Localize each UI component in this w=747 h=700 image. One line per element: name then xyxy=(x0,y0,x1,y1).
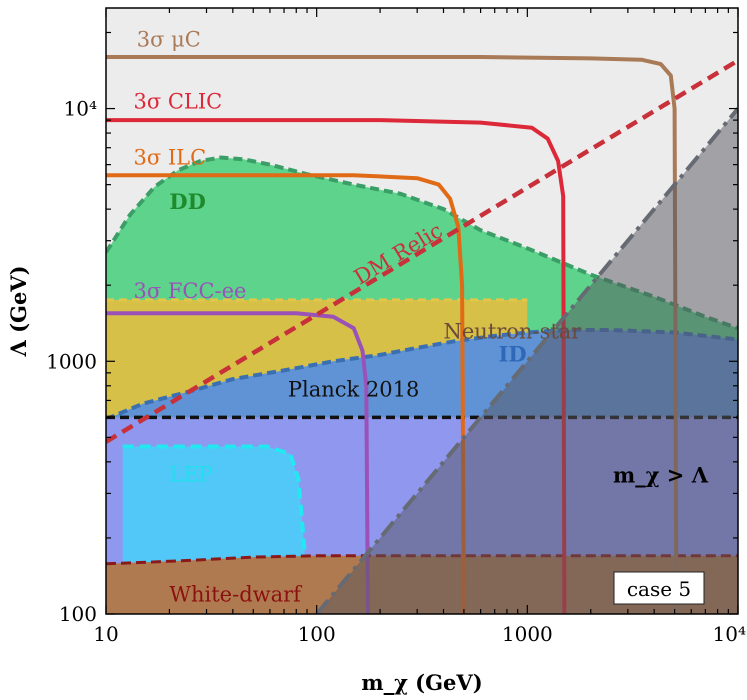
x-tick-label: 10⁴ xyxy=(713,622,746,646)
x-tick-label: 1000 xyxy=(502,622,553,646)
x-tick-label: 100 xyxy=(298,622,336,646)
curve-clic xyxy=(106,118,567,614)
region-lep xyxy=(122,446,312,563)
region-id-edge xyxy=(106,328,738,422)
label-3-clic: 3σ CLIC xyxy=(133,90,222,114)
y-tick-label: 10⁴ xyxy=(64,97,97,121)
annotation-box xyxy=(613,571,705,605)
curve-dm-relic xyxy=(106,58,738,444)
curve-fcc-ee xyxy=(106,311,370,614)
label-dd: DD xyxy=(169,189,205,214)
label-white-dwarf: White-dwarf xyxy=(169,583,303,607)
label-id: ID xyxy=(499,341,527,366)
label-lep: LEP xyxy=(169,462,212,486)
annotation-group: case 5 xyxy=(613,571,705,605)
y-tick-label: 1000 xyxy=(46,349,97,373)
label-planck-2018: Planck 2018 xyxy=(288,378,420,402)
label-neutron-star: Neutron-star xyxy=(444,320,583,344)
label-excluded: m_χ > Λ xyxy=(613,462,709,487)
plot-frame xyxy=(105,7,739,615)
label-3-c: 3σ μC xyxy=(137,28,201,52)
x-axis-title: m_χ (GeV) xyxy=(361,670,482,695)
curve-muc xyxy=(106,55,679,614)
label-3-fcc-ee: 3σ FCC-ee xyxy=(133,279,246,303)
excluded-edge xyxy=(315,107,738,614)
x-tick-label: 10 xyxy=(93,622,118,646)
curve-ilc xyxy=(106,173,466,614)
region-dd-edge xyxy=(106,155,738,331)
ticks xyxy=(105,8,739,615)
y-axis-title: Λ (GeV) xyxy=(6,265,31,357)
label-3-ilc: 3σ ILC xyxy=(133,146,206,170)
y-tick-label: 100 xyxy=(59,602,97,626)
plot-area xyxy=(106,8,738,614)
annotation-case-label: case 5 xyxy=(627,577,691,601)
